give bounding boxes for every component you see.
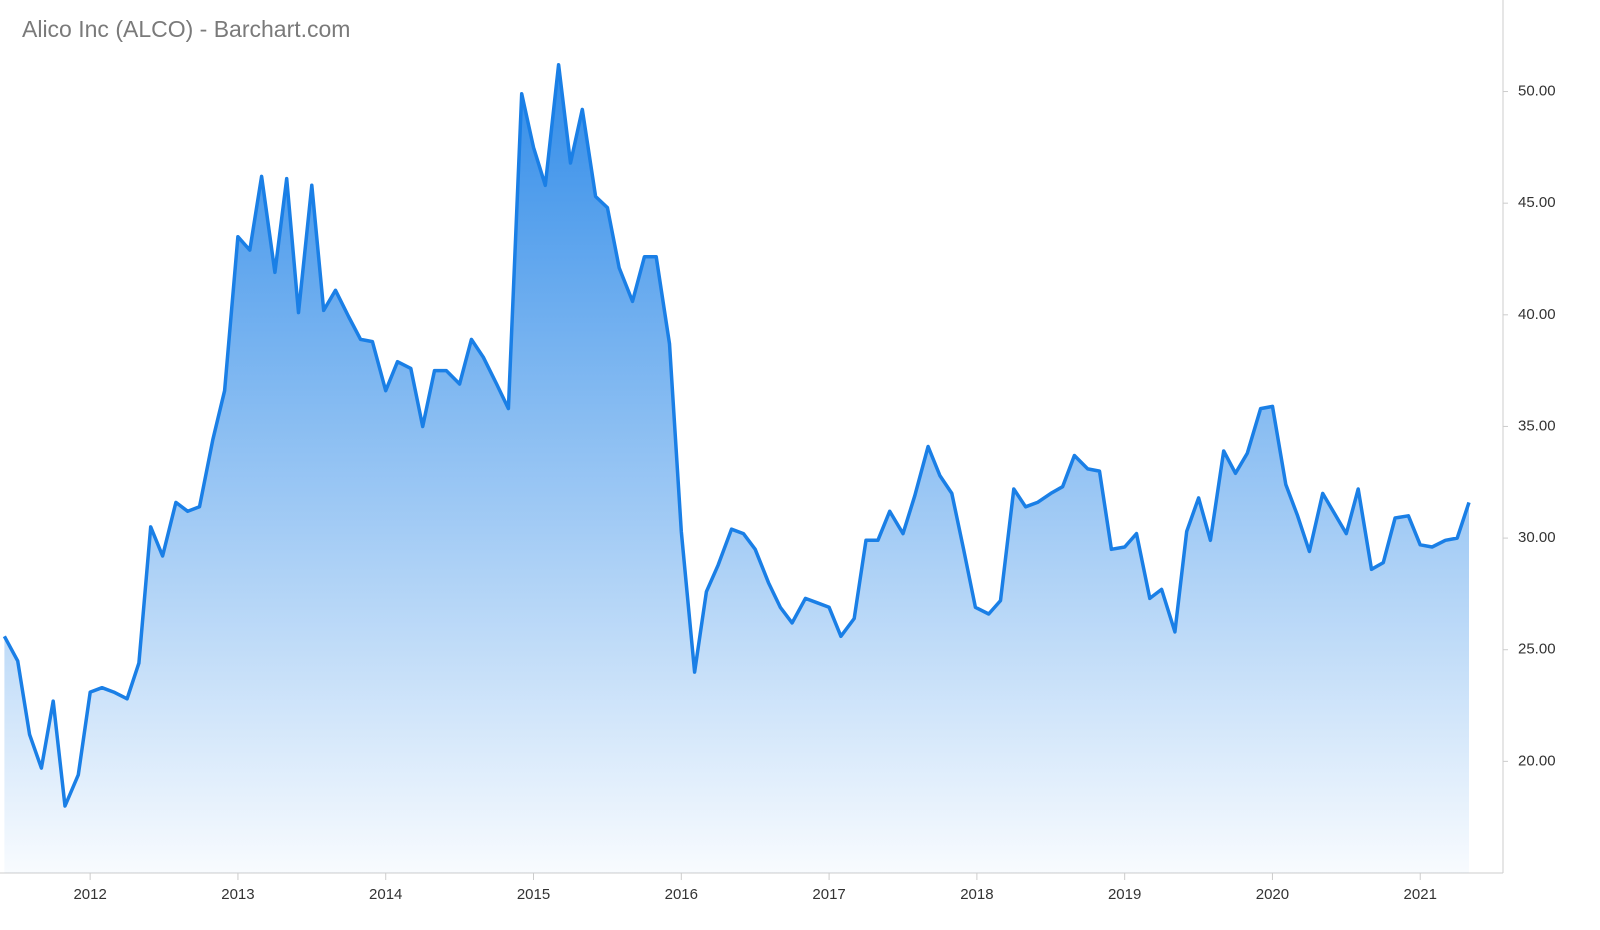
area-fill [4,64,1469,873]
y-tick-label: 45.00 [1518,194,1556,211]
x-tick-label: 2012 [73,886,106,903]
y-tick-label: 25.00 [1518,641,1556,658]
y-tick-label: 35.00 [1518,417,1556,434]
y-tick-label: 40.00 [1518,306,1556,323]
x-tick-label: 2020 [1256,886,1289,903]
y-tick-label: 20.00 [1518,752,1556,769]
y-tick-label: 30.00 [1518,529,1556,546]
x-tick-label: 2014 [369,886,402,903]
x-tick-label: 2015 [517,886,550,903]
x-tick-label: 2013 [221,886,254,903]
x-tick-label: 2016 [665,886,698,903]
x-tick-label: 2021 [1404,886,1437,903]
chart-title: Alico Inc (ALCO) - Barchart.com [22,16,350,42]
x-tick-label: 2018 [960,886,993,903]
price-line [2,62,1471,808]
x-tick-label: 2019 [1108,886,1141,903]
x-tick-label: 2017 [812,886,845,903]
y-tick-label: 50.00 [1518,83,1556,100]
